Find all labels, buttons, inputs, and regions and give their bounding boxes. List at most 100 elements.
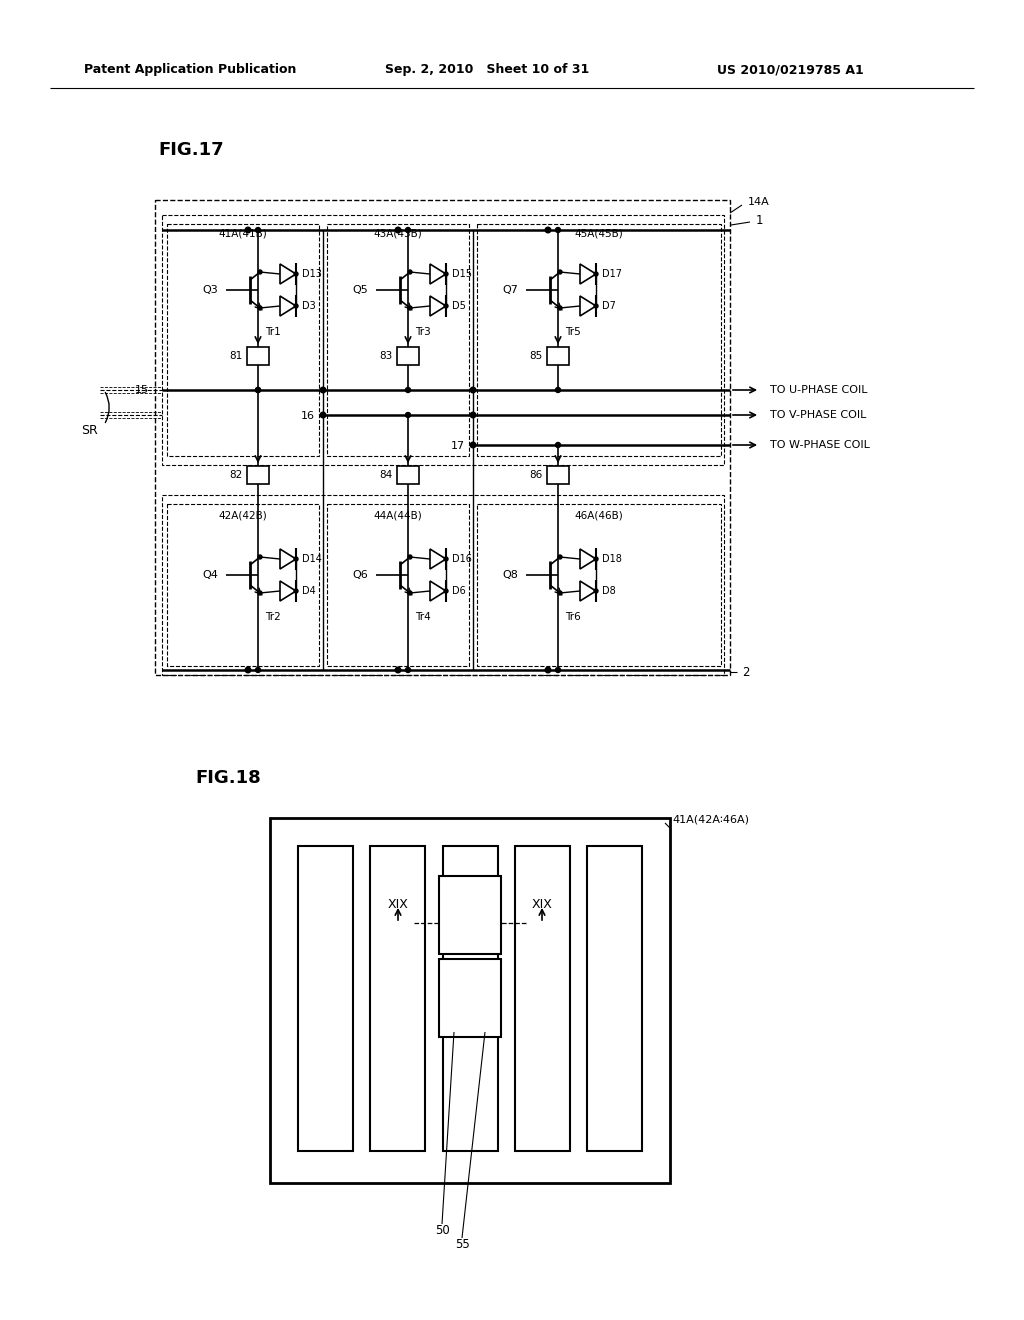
Text: 50: 50 xyxy=(434,1225,450,1238)
Circle shape xyxy=(406,227,411,232)
Text: 1: 1 xyxy=(756,214,764,227)
Text: 43A(43B): 43A(43B) xyxy=(374,228,422,239)
Text: XIX: XIX xyxy=(531,899,552,912)
Text: 46A(46B): 46A(46B) xyxy=(574,511,624,521)
Circle shape xyxy=(258,306,262,310)
Bar xyxy=(247,347,269,366)
Circle shape xyxy=(558,271,562,275)
Circle shape xyxy=(294,557,298,561)
Text: 2: 2 xyxy=(742,665,750,678)
Circle shape xyxy=(321,412,326,418)
Text: 86: 86 xyxy=(528,470,542,480)
Circle shape xyxy=(558,306,562,310)
Text: Tr2: Tr2 xyxy=(265,612,281,622)
Text: TO V-PHASE COIL: TO V-PHASE COIL xyxy=(770,411,866,420)
Circle shape xyxy=(408,554,412,558)
Text: TO U-PHASE COIL: TO U-PHASE COIL xyxy=(770,385,867,395)
Bar xyxy=(155,201,730,675)
Circle shape xyxy=(444,272,449,276)
Text: 16: 16 xyxy=(301,411,315,421)
Text: Q4: Q4 xyxy=(202,570,218,579)
Text: 42A(42B): 42A(42B) xyxy=(219,511,267,521)
Text: 41A(42A∶46A): 41A(42A∶46A) xyxy=(672,814,749,825)
Text: 55: 55 xyxy=(455,1238,469,1251)
Bar xyxy=(477,224,721,455)
Bar xyxy=(547,347,569,366)
Text: 81: 81 xyxy=(228,351,242,360)
Bar xyxy=(587,846,642,1151)
Text: 84: 84 xyxy=(379,470,392,480)
Circle shape xyxy=(256,668,260,672)
Circle shape xyxy=(470,442,476,447)
Circle shape xyxy=(558,591,562,595)
Bar xyxy=(515,846,569,1151)
Circle shape xyxy=(258,591,262,595)
Circle shape xyxy=(594,557,598,561)
Text: Patent Application Publication: Patent Application Publication xyxy=(84,63,296,77)
Circle shape xyxy=(470,387,476,393)
Circle shape xyxy=(395,667,400,673)
Circle shape xyxy=(594,272,598,276)
Circle shape xyxy=(245,227,251,232)
Circle shape xyxy=(545,667,551,673)
Text: Sep. 2, 2010   Sheet 10 of 31: Sep. 2, 2010 Sheet 10 of 31 xyxy=(385,63,589,77)
Circle shape xyxy=(258,554,262,558)
Bar xyxy=(371,846,425,1151)
Text: 14A: 14A xyxy=(748,197,770,207)
Text: D3: D3 xyxy=(302,301,315,312)
Bar xyxy=(167,504,319,667)
Circle shape xyxy=(594,304,598,308)
Text: D5: D5 xyxy=(452,301,466,312)
Text: D17: D17 xyxy=(602,269,622,279)
Text: FIG.17: FIG.17 xyxy=(158,141,223,158)
Text: D7: D7 xyxy=(602,301,615,312)
Text: Q8: Q8 xyxy=(502,570,518,579)
Bar xyxy=(167,224,319,455)
Circle shape xyxy=(558,554,562,558)
Circle shape xyxy=(555,227,560,232)
Circle shape xyxy=(444,557,449,561)
Bar xyxy=(162,215,724,465)
Circle shape xyxy=(258,271,262,275)
Text: Q3: Q3 xyxy=(203,285,218,294)
Circle shape xyxy=(470,412,476,418)
Circle shape xyxy=(256,227,260,232)
Bar xyxy=(247,466,269,484)
Text: D18: D18 xyxy=(602,554,622,564)
Text: D6: D6 xyxy=(452,586,466,597)
Text: XIX: XIX xyxy=(387,899,409,912)
Circle shape xyxy=(408,306,412,310)
Circle shape xyxy=(444,589,449,593)
Text: Q6: Q6 xyxy=(352,570,368,579)
Bar xyxy=(397,347,419,366)
Bar xyxy=(442,846,498,1151)
Text: 83: 83 xyxy=(379,351,392,360)
Text: Tr1: Tr1 xyxy=(265,327,281,337)
Circle shape xyxy=(545,227,551,232)
Bar xyxy=(547,466,569,484)
Text: SR: SR xyxy=(82,424,98,437)
Text: D13: D13 xyxy=(302,269,322,279)
Circle shape xyxy=(395,227,400,232)
Text: D14: D14 xyxy=(302,554,322,564)
Bar xyxy=(327,224,469,455)
Circle shape xyxy=(406,668,411,672)
Circle shape xyxy=(294,304,298,308)
Text: D15: D15 xyxy=(452,269,472,279)
Circle shape xyxy=(555,668,560,672)
Text: 41A(41B): 41A(41B) xyxy=(219,228,267,239)
Circle shape xyxy=(444,304,449,308)
Text: D16: D16 xyxy=(452,554,472,564)
Circle shape xyxy=(408,271,412,275)
Bar xyxy=(162,495,724,675)
Bar xyxy=(397,466,419,484)
Circle shape xyxy=(555,442,560,447)
Bar xyxy=(270,818,670,1183)
Circle shape xyxy=(256,388,260,392)
Text: 44A(44B): 44A(44B) xyxy=(374,511,422,521)
Text: Q5: Q5 xyxy=(352,285,368,294)
Text: 82: 82 xyxy=(228,470,242,480)
Text: 85: 85 xyxy=(528,351,542,360)
Text: FIG.18: FIG.18 xyxy=(195,770,261,787)
Circle shape xyxy=(594,589,598,593)
